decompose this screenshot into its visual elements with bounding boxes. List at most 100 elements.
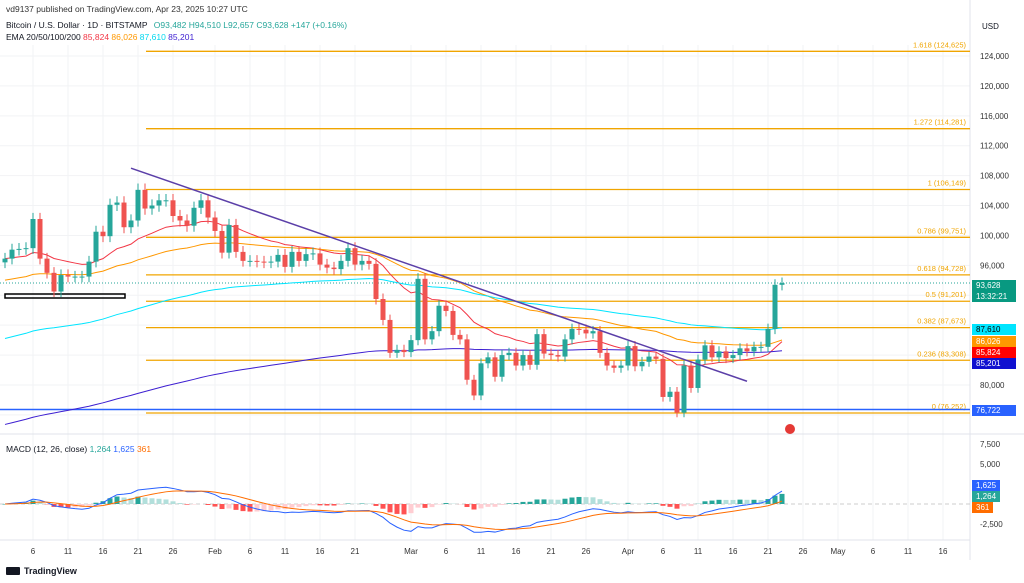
candle-body (310, 253, 316, 255)
candle-body (548, 353, 554, 356)
candle-body (9, 249, 15, 259)
ema200-value: 85,201 (168, 32, 195, 42)
macd-line-tag: 1,625 (972, 480, 1001, 491)
x-tick-label: Apr (622, 547, 635, 556)
candle-body (205, 200, 211, 218)
candle-body (639, 361, 645, 367)
candle-body (37, 218, 43, 259)
ema200-tag: 85,201 (972, 358, 1016, 369)
macd-histogram-bar (478, 504, 484, 509)
ema50-tag: 86,026 (972, 336, 1016, 347)
candle-body (401, 349, 407, 353)
trendline (130, 167, 748, 382)
candle-body (30, 218, 36, 249)
candle-body (261, 261, 267, 263)
macd-histogram-bar (219, 504, 225, 510)
ema50-value: 86,026 (111, 32, 138, 42)
candle-body (359, 260, 365, 265)
candle-body (646, 356, 652, 362)
macd-histogram-bar (499, 504, 505, 505)
candle-body (737, 348, 743, 356)
candle-body (681, 365, 687, 413)
tradingview-logo[interactable]: TradingView (6, 566, 77, 576)
candle-body (44, 258, 50, 273)
macd-histogram-bar (142, 497, 148, 504)
candle-body (387, 319, 393, 353)
ema20-value: 85,824 (83, 32, 110, 42)
macd-tick-label: 7,500 (980, 440, 1001, 449)
publish-info: vd9137 published on TradingView.com, Apr… (6, 4, 248, 14)
macd-histogram-bar (625, 502, 631, 504)
event-flag-icon (785, 424, 795, 434)
macd-histogram-bar (65, 504, 71, 508)
macd-histogram-bar (254, 504, 260, 512)
y-tick-label: 124,000 (980, 52, 1009, 61)
y-tick-label: 116,000 (980, 112, 1009, 121)
x-tick-label: 21 (547, 547, 556, 556)
macd-histogram-bar (79, 504, 85, 508)
candle-body (632, 346, 638, 367)
drawing-box (4, 293, 126, 299)
y-tick-label: 120,000 (980, 82, 1009, 91)
ema50-line (4, 242, 783, 346)
candle-body (702, 345, 708, 360)
macd-histogram-bar (646, 503, 652, 504)
macd-histogram-bar (324, 504, 330, 506)
candle-body (569, 328, 575, 340)
macd-histogram-bar (2, 504, 8, 505)
macd-histogram-bar (758, 499, 764, 504)
candle-body (233, 224, 239, 252)
x-tick-label: 11 (904, 547, 913, 556)
symbol-legend: Bitcoin / U.S. Dollar · 1D · BITSTAMP O9… (6, 20, 347, 30)
macd-hist-value: 1,264 (89, 444, 111, 454)
last-price-tag: 93,628 (972, 280, 1016, 291)
macd-histogram-bar (660, 504, 666, 506)
candle-body (457, 334, 463, 340)
countdown-tag: 13:32:21 (972, 291, 1016, 302)
y-tick-label: 108,000 (980, 172, 1009, 181)
macd-histogram-bar (156, 498, 162, 504)
candle-body (576, 328, 582, 330)
macd-legend: MACD (12, 26, close) 1,264 1,625 361 (6, 444, 151, 454)
macd-histogram-bar (93, 502, 99, 504)
macd-histogram-bar (303, 504, 309, 507)
macd-histogram-bar (135, 496, 141, 504)
macd-histogram-bar (373, 504, 379, 506)
macd-histogram-bar (226, 504, 232, 509)
macd-histogram-bar (555, 499, 561, 504)
macd-histogram-bar (261, 504, 267, 512)
candle-body (436, 305, 442, 332)
candle-body (429, 331, 435, 340)
candle-body (324, 264, 330, 268)
macd-tick-label: -2,500 (980, 520, 1003, 529)
candle-body (289, 251, 295, 267)
macd-histogram-bar (429, 504, 435, 508)
macd-histogram-bar (744, 499, 750, 504)
candle-body (653, 356, 659, 359)
candle-body (471, 379, 477, 396)
candle-body (590, 331, 596, 334)
macd-histogram-bar (338, 504, 344, 505)
candle-body (107, 204, 113, 237)
macd-histogram-bar (247, 504, 253, 512)
x-tick-label: 6 (248, 547, 253, 556)
macd-histogram-bar (506, 503, 512, 504)
macd-histogram-bar (331, 504, 337, 506)
fib-level-label: 1.618 (124,625) (913, 40, 966, 49)
macd-histogram-bar (184, 504, 190, 505)
macd-histogram-bar (114, 496, 120, 504)
y-tick-label: 96,000 (980, 261, 1005, 270)
macd-histogram-bar (604, 501, 610, 504)
x-tick-label: 26 (799, 547, 808, 556)
ema20-line (4, 220, 783, 368)
ema100-tag: 87,610 (972, 324, 1016, 335)
candle-body (296, 251, 302, 261)
candle-body (268, 261, 274, 263)
x-tick-label: 21 (764, 547, 773, 556)
macd-histogram-bar (401, 504, 407, 515)
currency-label: USD (982, 22, 999, 31)
x-tick-label: 16 (316, 547, 325, 556)
candle-body (611, 365, 617, 368)
candle-body (492, 357, 498, 377)
